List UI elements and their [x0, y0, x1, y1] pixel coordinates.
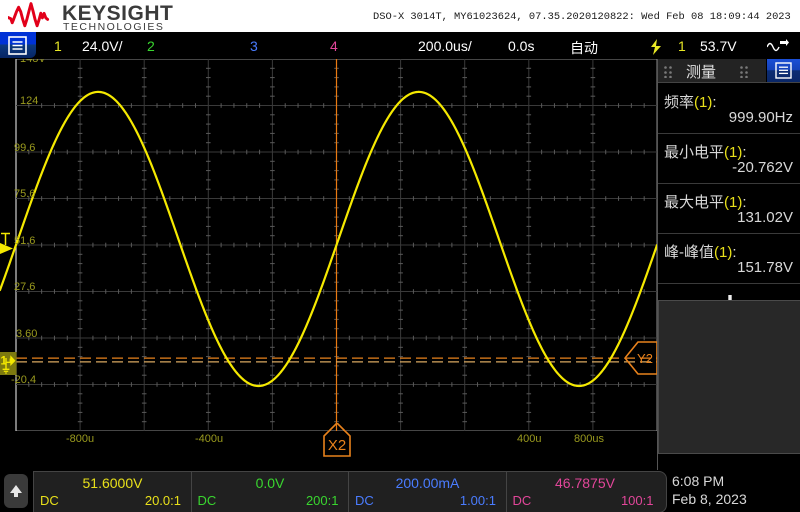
svg-text:X2: X2: [328, 437, 346, 454]
svg-text:Y2: Y2: [637, 351, 653, 366]
